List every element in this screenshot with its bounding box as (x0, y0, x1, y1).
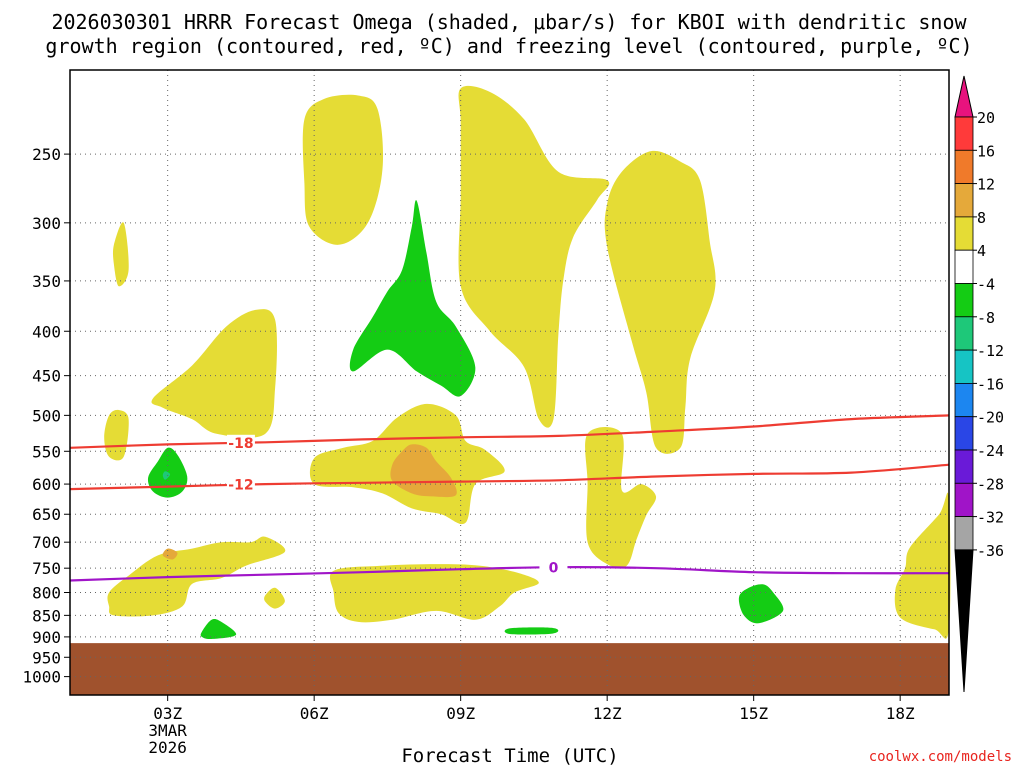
y-tick-label-600: 600 (32, 475, 61, 494)
colorbar-label--8: -8 (977, 309, 995, 327)
y-tick-label-450: 450 (32, 367, 61, 386)
colorbar-label--24: -24 (977, 442, 1004, 460)
contour-label-dendritic-growth-minus18: -18 (228, 436, 253, 452)
colorbar-label--32: -32 (977, 509, 1004, 527)
colorbar-segment-5 (954, 283, 974, 318)
y-tick-label-800: 800 (32, 584, 61, 603)
y-tick-label-700: 700 (32, 533, 61, 552)
y-tick-label-350: 350 (32, 272, 61, 291)
temperature-contours: -18 -12 0 (69, 414, 950, 582)
colorbar-segment-1 (954, 149, 974, 185)
omega-region-downward-green-3 (200, 619, 237, 640)
y-tick-label-950: 950 (32, 648, 61, 667)
chart-title-line-2: growth region (contoured, red, ºC) and f… (45, 34, 972, 58)
x-tick-label-15Z: 15Z (739, 704, 768, 723)
colorbar-label-12: 12 (977, 176, 995, 194)
omega-region-upward-yellow-11 (329, 564, 539, 623)
y-tick-label-900: 900 (32, 628, 61, 647)
colorbar-segment-0 (954, 116, 974, 151)
x-tick-sublabel-3MAR: 3MAR (148, 721, 187, 740)
colorbar-segment-4 (954, 249, 974, 284)
omega-region-downward-green-1 (349, 200, 476, 397)
x-tick-label-09Z: 09Z (446, 704, 475, 723)
chart-title-line-1: 2026030301 HRRR Forecast Omega (shaded, … (51, 10, 967, 34)
contour-label-bg-dendritic-growth-minus12 (226, 476, 255, 492)
y-tick-label-500: 500 (32, 406, 61, 425)
omega-region-upward-yellow-1 (302, 94, 384, 245)
omega-region-upward-orange-2 (162, 548, 178, 560)
omega-region-upward-yellow-2 (458, 85, 610, 428)
omega-region-upward-yellow-3 (604, 150, 716, 454)
colorbar-label--4: -4 (977, 276, 995, 294)
colorbar-label-4: 4 (977, 242, 986, 260)
colorbar-label--12: -12 (977, 342, 1004, 360)
colorbar-segment-12 (954, 516, 974, 551)
colorbar-top-arrow (954, 75, 974, 118)
x-tick-label-12Z: 12Z (593, 704, 622, 723)
colorbar-segment-10 (954, 449, 974, 484)
plot-frame (69, 69, 950, 696)
colorbar-segment-6 (954, 316, 974, 351)
omega-colorbar: 20 16 12 8 4 -4 -8 -12 -16 -20 -24 -28 -32 -36 (954, 75, 1004, 693)
contour-dendritic-growth-minus12 (69, 463, 950, 491)
colorbar-segment-11 (954, 482, 974, 517)
y-tick-label-550: 550 (32, 442, 61, 461)
omega-region-upward-yellow-12 (894, 492, 951, 639)
y-tick-label-300: 300 (32, 214, 61, 233)
colorbar-segment-3 (954, 216, 974, 251)
colorbar-bottom-arrow (954, 549, 974, 693)
colorbar-label--20: -20 (977, 409, 1004, 427)
omega-region-downward-green-4 (504, 627, 559, 635)
contour-label-freezing-level-0: 0 (549, 560, 559, 576)
colorbar-label-20: 20 (977, 109, 995, 127)
omega-region-downward-green-5 (738, 584, 784, 624)
y-tick-label-850: 850 (32, 606, 61, 625)
colorbar-segment-8 (954, 382, 974, 418)
x-tick-label-03Z: 03Z (153, 704, 182, 723)
y-tick-label-250: 250 (32, 145, 61, 164)
colorbar-label-8: 8 (977, 209, 986, 227)
colorbar-label-16: 16 (977, 142, 995, 160)
omega-region-upward-yellow-10 (264, 587, 285, 609)
colorbar-segment-2 (954, 183, 974, 218)
y-tick-label-1000: 1000 (22, 668, 61, 687)
contour-dendritic-growth-minus18 (69, 414, 950, 449)
colorbar-label--36: -36 (977, 542, 1004, 560)
x-tick-label-18Z: 18Z (886, 704, 915, 723)
ground-below-surface (70, 643, 949, 695)
plot-area: -18 -12 0 (69, 69, 951, 696)
omega-region-upward-yellow-6 (104, 409, 129, 461)
contour-label-bg-freezing-level-0 (539, 559, 568, 575)
grid-lines (70, 70, 949, 695)
colorbar-segment-9 (954, 416, 974, 451)
x-axis-label: Forecast Time (UTC) (401, 745, 618, 767)
contour-label-dendritic-growth-minus12: -12 (228, 478, 253, 494)
y-axis-pressure: 250 300 350 400 450 500 550 600 650 700 750 800 850 9… (22, 145, 70, 687)
contour-freezing-level-0 (69, 566, 950, 582)
colorbar-segment-7 (954, 349, 974, 384)
colorbar-label--28: -28 (977, 475, 1004, 493)
omega-region-upward-yellow-5 (151, 309, 277, 438)
y-tick-label-650: 650 (32, 505, 61, 524)
omega-region-upward-yellow-4 (112, 222, 129, 287)
colorbar-label--16: -16 (977, 375, 1004, 393)
contour-label-bg-dendritic-growth-minus18 (226, 434, 255, 450)
y-tick-label-400: 400 (32, 322, 61, 341)
x-tick-label-06Z: 06Z (300, 704, 329, 723)
omega-region-downward-cyan-1 (162, 471, 171, 480)
credit-text: coolwx.com/models (869, 749, 1012, 765)
omega-region-upward-yellow-8 (585, 427, 657, 569)
y-tick-label-750: 750 (32, 559, 61, 578)
x-tick-sublabel-2026: 2026 (148, 738, 187, 757)
